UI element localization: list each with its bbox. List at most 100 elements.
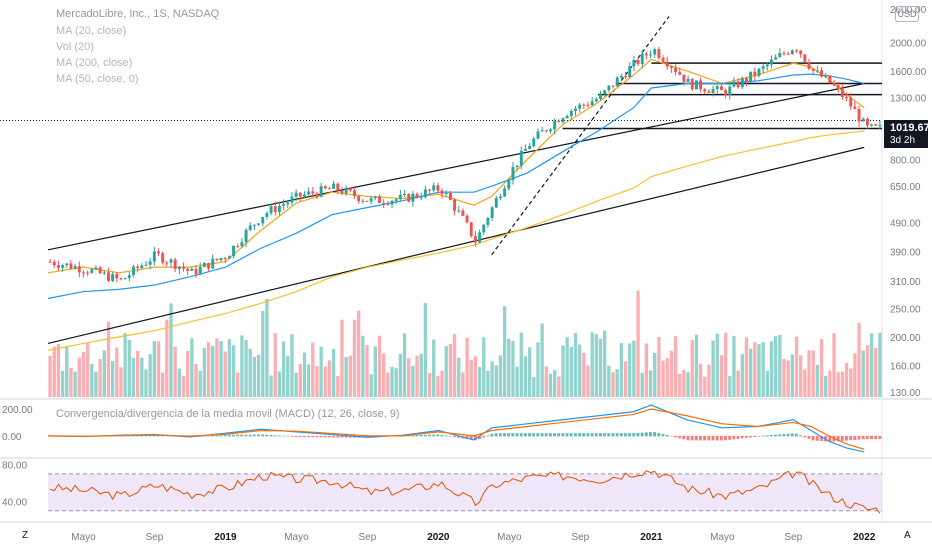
macd-histogram-bar — [686, 435, 690, 441]
volume-bar — [402, 333, 407, 397]
volume-bar — [869, 333, 874, 397]
volume-bar — [540, 323, 544, 397]
macd-histogram-bar — [732, 435, 736, 440]
volume-bar — [223, 351, 227, 397]
volume-bar — [415, 355, 419, 397]
candle-body — [765, 64, 769, 67]
candle-body — [98, 267, 102, 274]
rsi-axis-label: 80.00 — [2, 461, 27, 472]
auto-scale-button[interactable]: A — [904, 530, 911, 541]
time-axis-label: Mayo — [497, 532, 522, 543]
macd-histogram-bar — [273, 435, 277, 437]
candle-body — [182, 266, 185, 269]
candle-body — [507, 180, 511, 189]
legend-ma200[interactable]: MA (200, close) — [56, 57, 133, 69]
candle-body — [824, 75, 828, 77]
candle-body — [177, 266, 181, 270]
rsi-band — [48, 473, 882, 511]
volume-bar — [765, 370, 769, 397]
legend-ma20[interactable]: MA (20, close) — [56, 25, 127, 37]
candle-body — [524, 148, 527, 151]
volume-bar — [432, 339, 436, 397]
volume-bar — [586, 365, 590, 397]
volume-bar — [90, 363, 94, 397]
price-axis-label: 2600.00 — [890, 5, 927, 16]
volume-bar — [290, 334, 294, 397]
volume-bar — [515, 366, 519, 397]
price-axis-label: 490.00 — [890, 218, 921, 229]
volume-bar — [648, 370, 653, 397]
macd-histogram-bar — [486, 435, 490, 437]
macd-histogram-bar — [607, 433, 611, 437]
candle-body — [119, 278, 123, 280]
volume-bar — [327, 360, 332, 397]
candle-body — [202, 262, 206, 267]
candle-body — [774, 57, 778, 60]
candle-body — [173, 259, 177, 270]
macd-histogram-bar — [511, 433, 515, 437]
candle-body — [674, 67, 678, 73]
candle-body — [298, 192, 302, 197]
time-axis-label: Sep — [359, 532, 377, 543]
macd-histogram-bar — [644, 432, 648, 437]
candle-body — [649, 54, 653, 56]
price-axis-label: 310.00 — [890, 277, 921, 288]
macd-title: Convergencia/divergencia de la media mov… — [56, 408, 400, 420]
volume-bar — [719, 355, 724, 397]
macd-histogram-bar — [507, 433, 511, 437]
volume-bar — [865, 345, 870, 397]
candle-body — [732, 81, 736, 87]
currency-badge[interactable]: USD — [895, 6, 919, 22]
candle-body — [661, 57, 665, 62]
volume-bar — [215, 338, 219, 397]
macd-histogram-bar — [661, 434, 665, 437]
macd-histogram-bar — [336, 435, 340, 438]
legend-volume[interactable]: Vol (20) — [56, 41, 94, 53]
macd-histogram-bar — [573, 433, 577, 437]
volume-bar — [436, 375, 440, 397]
time-axis-label: Mayo — [71, 532, 96, 543]
volume-bar — [461, 372, 465, 397]
volume-bar — [565, 337, 569, 397]
candle-body — [411, 193, 415, 202]
volume-bar — [694, 334, 699, 397]
macd-histogram-bar — [648, 432, 652, 437]
candle-body — [127, 275, 131, 279]
legend-ma50[interactable]: MA (50, close, 0) — [56, 73, 139, 85]
candle-body — [265, 213, 269, 217]
macd-histogram-bar — [348, 435, 352, 438]
volume-bar — [703, 376, 707, 397]
volume-bar — [665, 358, 669, 397]
candle-body — [724, 90, 728, 96]
candle-body — [486, 218, 490, 225]
volume-bar — [611, 372, 615, 397]
candle-body — [811, 68, 815, 71]
macd-histogram-bar — [690, 435, 694, 441]
candle-body — [686, 78, 690, 82]
volume-bar — [194, 363, 198, 397]
volume-bar — [657, 336, 661, 397]
candle-body — [81, 272, 85, 274]
timezone-button[interactable]: Z — [22, 530, 29, 541]
volume-bar — [815, 364, 820, 397]
candle-body — [340, 190, 344, 194]
volume-bar — [135, 350, 140, 397]
candle-body — [140, 265, 144, 269]
macd-histogram-bar — [490, 433, 494, 437]
candle-body — [711, 89, 715, 93]
candle-body — [152, 251, 156, 262]
macd-histogram-bar — [874, 435, 878, 440]
legend-symbol-title[interactable]: MercadoLibre, Inc., 1S, NASDAQ — [56, 8, 220, 20]
volume-bar — [311, 342, 315, 397]
candle-body — [219, 258, 223, 261]
macd-histogram-bar — [415, 434, 419, 437]
time-axis-label: Sep — [146, 532, 164, 543]
volume-bar — [394, 368, 398, 397]
macd-histogram-bar — [144, 435, 148, 437]
moving-average-line — [47, 58, 865, 274]
volume-bar — [131, 358, 136, 397]
macd-histogram-bar — [344, 435, 348, 438]
trendline — [47, 146, 865, 345]
candle-body — [669, 66, 673, 68]
